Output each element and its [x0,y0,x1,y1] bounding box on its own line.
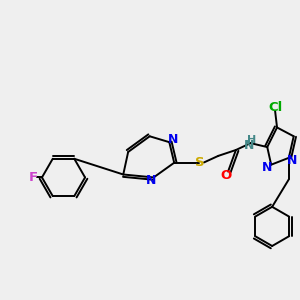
Text: N: N [168,133,178,146]
Text: N: N [146,174,156,187]
Text: H: H [248,135,257,145]
Text: N: N [262,161,272,174]
Text: S: S [195,156,205,169]
Text: F: F [29,171,38,184]
Text: O: O [220,169,231,182]
Text: Cl: Cl [269,101,283,114]
Text: N: N [244,139,254,152]
Text: N: N [286,154,297,167]
